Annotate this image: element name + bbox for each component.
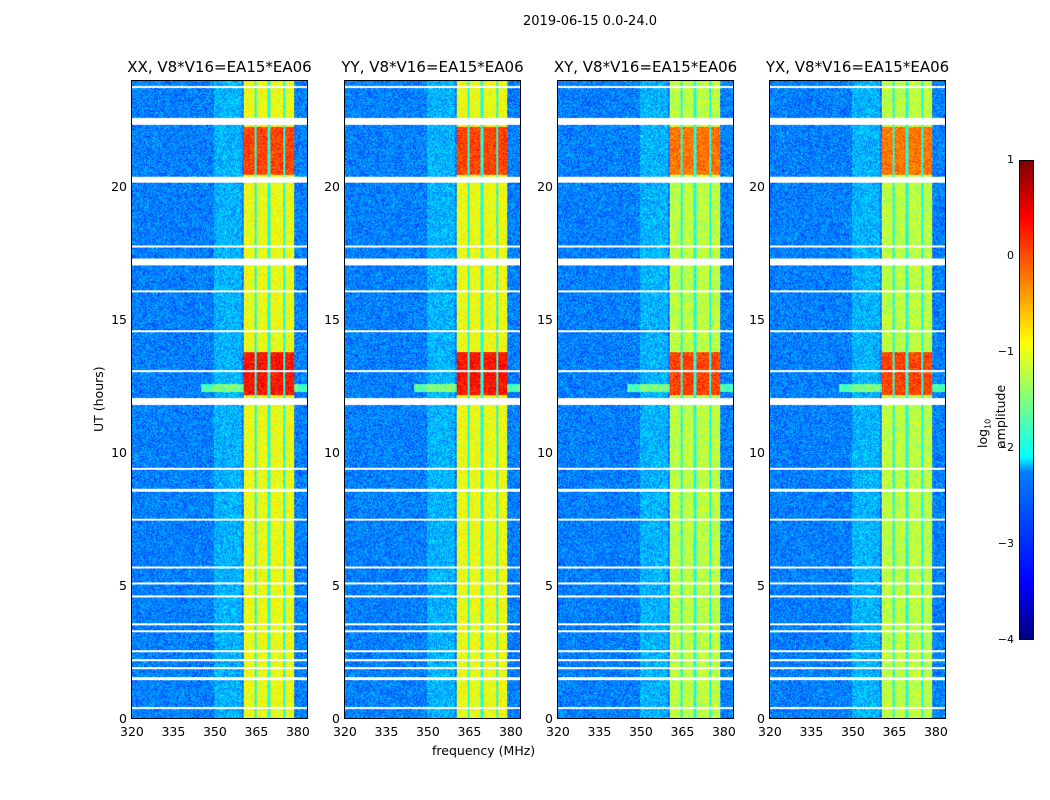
x-tick-label: 365 (244, 724, 269, 739)
y-tick-label: 15 (749, 311, 765, 327)
x-tick-label: 335 (799, 724, 824, 739)
y-tick-label: 0 (545, 711, 553, 726)
y-tick-label: 20 (749, 178, 765, 194)
colorbar-tick-label: 1 (1007, 153, 1014, 166)
heatmap-panel-2 (557, 80, 734, 719)
heatmap-image (132, 81, 307, 718)
x-tick-label: 335 (374, 724, 399, 739)
y-axis-label: UT (hours) (91, 366, 106, 432)
y-tick-label: 5 (545, 577, 553, 593)
panel-title: YX, V8*V16=EA15*EA06 (765, 58, 950, 76)
heatmap-panel-1 (344, 80, 521, 719)
heatmap-image (345, 81, 520, 718)
x-tick-label: 335 (587, 724, 612, 739)
x-tick-label: 350 (840, 724, 865, 739)
y-tick-label: 10 (111, 444, 127, 460)
y-tick-label: 20 (324, 178, 340, 194)
heatmap-image (770, 81, 945, 718)
y-tick-label: 10 (324, 444, 340, 460)
x-tick-label: 320 (120, 724, 144, 739)
heatmap-panel-3 (769, 80, 946, 719)
colorbar-tick-label: −3 (997, 537, 1014, 550)
y-tick-label: 5 (119, 577, 127, 593)
colorbar-tick-label: −4 (997, 633, 1014, 646)
y-tick-label: 20 (111, 178, 127, 194)
x-tick-label: 320 (333, 724, 357, 739)
colorbar-tick-label: 0 (1007, 249, 1014, 262)
panel-title: YY, V8*V16=EA15*EA06 (341, 58, 524, 76)
heatmap-panel-0 (131, 80, 308, 719)
x-tick-label: 365 (882, 724, 907, 739)
x-tick-label: 320 (758, 724, 782, 739)
x-tick-label: 350 (202, 724, 227, 739)
x-tick-label: 350 (628, 724, 653, 739)
colorbar-label: log10 amplitude (975, 384, 1008, 448)
figure-title: 2019-06-15 0.0-24.0 (523, 14, 657, 29)
y-tick-label: 10 (537, 444, 553, 460)
y-tick-label: 5 (332, 577, 340, 593)
heatmap-image (558, 81, 733, 718)
y-tick-label: 0 (119, 711, 127, 726)
y-tick-label: 20 (537, 178, 553, 194)
x-tick-label: 365 (670, 724, 695, 739)
colorbar (1019, 160, 1034, 640)
y-tick-label: 0 (332, 711, 340, 726)
y-tick-label: 15 (324, 311, 340, 327)
x-tick-label: 380 (285, 724, 310, 739)
x-tick-label: 350 (415, 724, 440, 739)
x-tick-label: 335 (161, 724, 186, 739)
panel-title: XY, V8*V16=EA15*EA06 (553, 58, 738, 76)
y-tick-label: 5 (757, 577, 765, 593)
y-tick-label: 0 (757, 711, 765, 726)
x-tick-label: 380 (923, 724, 948, 739)
y-tick-label: 10 (749, 444, 765, 460)
y-tick-label: 15 (537, 311, 553, 327)
colorbar-tick-label: −2 (997, 441, 1014, 454)
x-tick-label: 365 (457, 724, 482, 739)
x-axis-label: frequency (MHz) (432, 743, 536, 758)
colorbar-tick-label: −1 (997, 345, 1014, 358)
y-tick-label: 15 (111, 311, 127, 327)
x-tick-label: 380 (498, 724, 523, 739)
panel-title: XX, V8*V16=EA15*EA06 (127, 58, 312, 76)
x-tick-label: 320 (546, 724, 570, 739)
x-tick-label: 380 (711, 724, 736, 739)
